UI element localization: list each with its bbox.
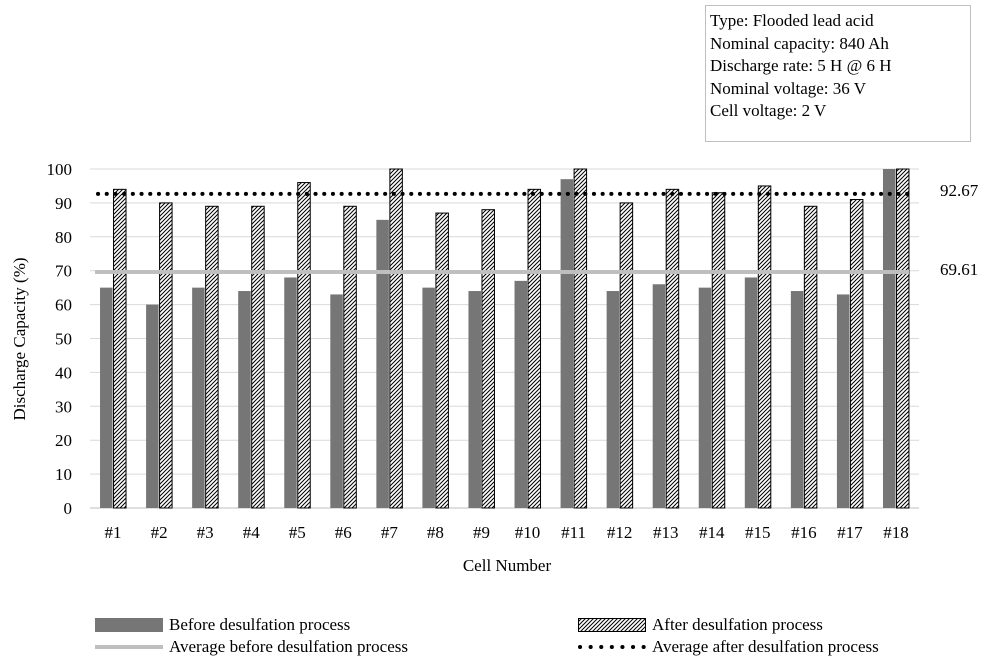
average-lines: [95, 191, 913, 275]
bars: [100, 168, 910, 509]
legend-label-before: Before desulfation process: [169, 615, 351, 634]
legend-label-average-before: Average before desulfation process: [169, 637, 408, 656]
average-before-value-label: 69.61: [940, 260, 978, 279]
x-tick-label: #3: [197, 523, 214, 542]
bar-after-9: [481, 209, 495, 509]
bar-before-2: [146, 304, 159, 508]
bar-before-6: [330, 294, 343, 508]
bar-before-16: [790, 291, 804, 508]
y-tick-label: 30: [55, 397, 72, 416]
cell-voltage-text: Cell voltage: 2 V: [710, 101, 827, 120]
bar-before-12: [606, 291, 620, 508]
bar-after-10: [527, 188, 542, 509]
y-axis-ticks: 0 10 20 30 40 50 60 70 80 90 100: [47, 160, 73, 518]
x-tick-label: #13: [653, 523, 679, 542]
x-tick-label: #8: [427, 523, 444, 542]
gridlines: [90, 168, 919, 509]
x-tick-label: #10: [515, 523, 541, 542]
y-tick-label: 90: [55, 194, 72, 213]
bar-after-7: [389, 168, 403, 509]
legend-swatch-before: [95, 618, 163, 632]
y-tick-label: 40: [55, 363, 72, 382]
legend-swatch-average-after: [578, 645, 646, 649]
y-tick-label: 0: [64, 499, 73, 518]
bar-after-4: [251, 205, 265, 509]
legend-label-average-after: Average after desulfation process: [652, 637, 879, 656]
battery-spec-box: Type: Flooded lead acid Nominal capacity…: [705, 5, 971, 142]
nominal-voltage-text: Nominal voltage: 36 V: [710, 78, 866, 98]
bar-before-17: [836, 294, 850, 508]
bar-before-9: [468, 291, 481, 508]
y-tick-label: 80: [55, 228, 72, 247]
x-tick-label: #16: [791, 523, 817, 542]
x-tick-label: #2: [151, 523, 168, 542]
y-tick-label: 10: [55, 465, 72, 484]
bar-after-6: [343, 205, 357, 509]
bar-after-15: [757, 185, 772, 509]
bar-after-17: [849, 199, 864, 509]
x-tick-label: #14: [699, 523, 725, 542]
legend-swatch-average-before: [95, 645, 163, 649]
x-tick-label: #7: [381, 523, 399, 542]
legend-item-average-before: Average before desulfation process: [95, 635, 408, 659]
average-after-value-label: 92.67: [940, 181, 979, 200]
x-tick-label: #9: [473, 523, 490, 542]
x-tick-label: #5: [289, 523, 306, 542]
bar-after-18: [895, 168, 910, 509]
x-axis-title: Cell Number: [463, 556, 552, 575]
x-tick-label: #18: [883, 523, 909, 542]
bar-after-14: [711, 192, 726, 509]
bar-before-13: [652, 284, 666, 508]
bar-after-8: [435, 212, 449, 509]
x-tick-label: #17: [837, 523, 863, 542]
discharge-rate-text: Discharge rate: 5 H @ 6 H: [710, 56, 892, 75]
bar-after-5: [297, 182, 311, 509]
x-tick-label: #11: [561, 523, 586, 542]
x-tick-label: #15: [745, 523, 771, 542]
bar-before-14: [698, 287, 712, 508]
bar-before-7: [376, 219, 389, 508]
x-tick-label: #6: [335, 523, 352, 542]
y-tick-label: 60: [55, 296, 72, 315]
x-tick-label: #4: [243, 523, 261, 542]
legend-label-after: After desulfation process: [652, 615, 823, 634]
legend-swatch-after: [578, 618, 646, 632]
legend-item-before: Before desulfation process: [95, 613, 350, 637]
bar-before-8: [422, 287, 435, 508]
legend: Before desulfation process After desulfa…: [0, 610, 987, 658]
bar-after-3: [205, 205, 219, 509]
bar-after-13: [665, 188, 680, 509]
legend-item-average-after: Average after desulfation process: [578, 635, 879, 659]
bar-before-4: [238, 291, 251, 508]
bar-after-11: [573, 168, 588, 509]
bar-before-5: [284, 277, 297, 508]
x-tick-label: #1: [105, 523, 122, 542]
y-tick-label: 20: [55, 431, 72, 450]
y-tick-label: 50: [55, 330, 72, 349]
bar-before-10: [514, 280, 528, 508]
bar-after-2: [159, 202, 173, 509]
x-tick-label: #12: [607, 523, 633, 542]
y-tick-label: 70: [55, 262, 72, 281]
bar-before-11: [560, 179, 574, 509]
bar-before-3: [192, 287, 205, 508]
battery-type-text: Type: Flooded lead acid: [710, 11, 874, 30]
x-axis-ticks: #1 #2 #3 #4 #5 #6 #7 #8 #9 #10 #11 #12 #13 #14 #15 #16 #…: [105, 523, 909, 542]
legend-item-after: After desulfation process: [578, 613, 823, 637]
bar-before-15: [744, 277, 758, 508]
bar-after-12: [619, 202, 634, 509]
y-axis-title: Discharge Capacity (%): [10, 257, 29, 420]
bar-after-16: [803, 205, 818, 509]
bar-before-1: [100, 287, 113, 508]
bar-after-1: [113, 188, 127, 509]
y-tick-label: 100: [47, 160, 73, 179]
bar-before-18: [882, 169, 896, 508]
nominal-capacity-text: Nominal capacity: 840 Ah: [710, 33, 889, 53]
